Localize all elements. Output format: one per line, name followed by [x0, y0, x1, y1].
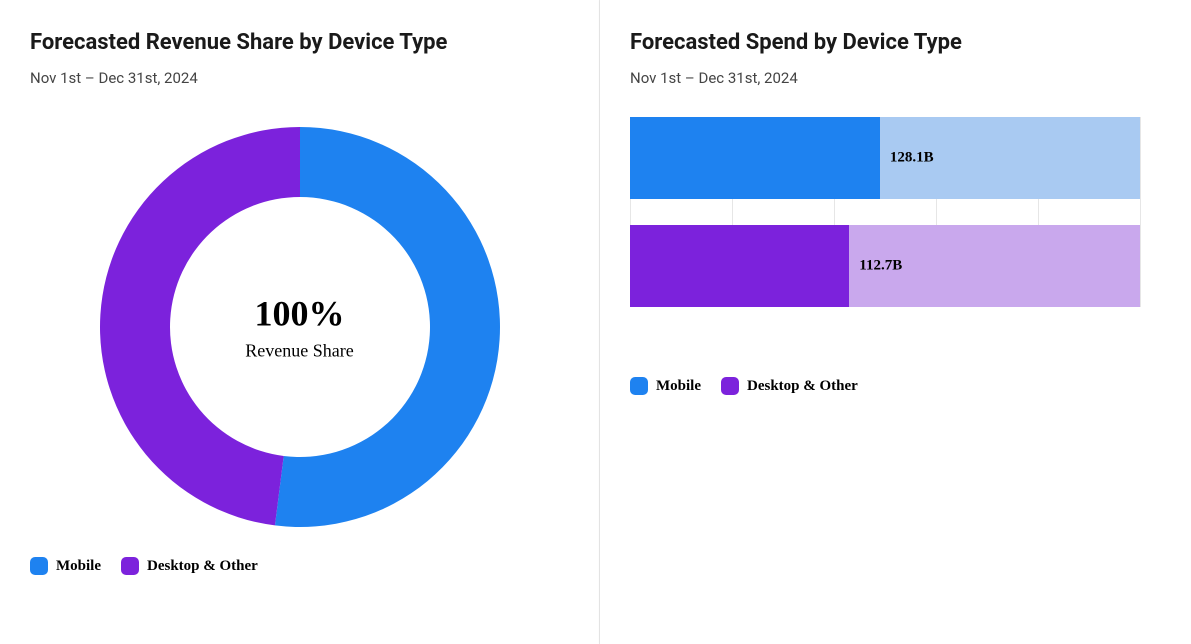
bar-chart: 128.1B 112.7B	[630, 117, 1161, 307]
legend-swatch	[30, 557, 48, 575]
bar-track: 128.1B	[630, 117, 1140, 199]
bar-tracks: 128.1B 112.7B	[630, 117, 1140, 307]
legend-label: Desktop & Other	[747, 378, 858, 395]
legend-item: Mobile	[30, 557, 101, 575]
bar-value-label: 128.1B	[890, 150, 934, 167]
panel-subtitle: Nov 1st – Dec 31st, 2024	[30, 69, 569, 87]
bar-value-label: 112.7B	[859, 258, 902, 275]
legend-item: Mobile	[630, 377, 701, 395]
donut-center-label: Revenue Share	[245, 341, 353, 362]
spend-panel: Forecasted Spend by Device Type Nov 1st …	[600, 0, 1191, 644]
panel-title: Forecasted Spend by Device Type	[630, 30, 1161, 55]
bar-fill	[630, 225, 849, 307]
donut-chart: 100% Revenue Share	[90, 117, 510, 537]
legend-label: Mobile	[656, 378, 701, 395]
panel-title: Forecasted Revenue Share by Device Type	[30, 30, 569, 55]
legend-label: Desktop & Other	[147, 558, 258, 575]
legend-item: Desktop & Other	[721, 377, 858, 395]
legend-item: Desktop & Other	[121, 557, 258, 575]
bar-legend: Mobile Desktop & Other	[630, 377, 1161, 395]
legend-swatch	[121, 557, 139, 575]
donut-legend: Mobile Desktop & Other	[30, 557, 569, 575]
panel-subtitle: Nov 1st – Dec 31st, 2024	[630, 69, 1161, 87]
legend-swatch	[630, 377, 648, 395]
legend-swatch	[721, 377, 739, 395]
gridline	[1140, 117, 1141, 307]
revenue-share-panel: Forecasted Revenue Share by Device Type …	[0, 0, 600, 644]
bar-track: 112.7B	[630, 225, 1140, 307]
bar-fill	[630, 117, 880, 199]
donut-center: 100% Revenue Share	[245, 293, 353, 362]
legend-label: Mobile	[56, 558, 101, 575]
donut-center-value: 100%	[245, 293, 353, 335]
